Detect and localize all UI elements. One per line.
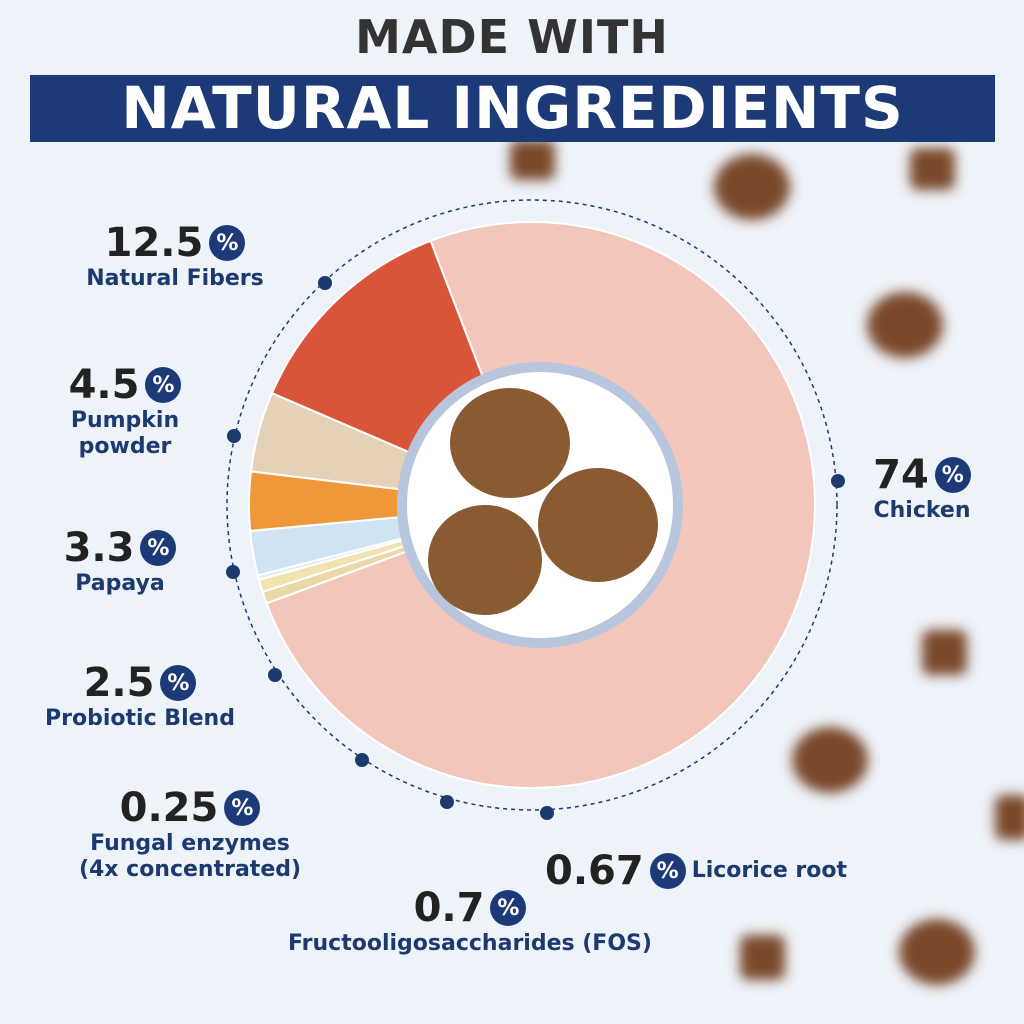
label: 12.5% Natural Fibers: [60, 220, 290, 292]
label: 74% Chicken: [852, 452, 992, 524]
leader-dot: [268, 668, 282, 682]
value-label: 0.7: [413, 885, 485, 931]
value-label: 2.5: [83, 660, 155, 706]
percent-badge: %: [209, 225, 246, 261]
category-label: Chicken: [873, 498, 971, 523]
category-label: Pumpkin powder: [70, 408, 180, 459]
value-row: 2.5%: [84, 660, 197, 706]
value-row: 12.5%: [105, 220, 246, 266]
value-label: 3.3: [63, 525, 135, 571]
category-label: Fungal enzymes (4x concentrated): [78, 831, 302, 882]
value-row: 0.25%: [120, 785, 261, 831]
label: 4.5% Pumpkin powder: [50, 362, 200, 460]
percent-badge: %: [934, 457, 971, 493]
dashed-ring: [226, 199, 838, 811]
leader-dot: [831, 474, 845, 488]
value-row: 0.67% Licorice root: [545, 848, 847, 894]
leader-dot: [226, 565, 240, 579]
treats: [428, 388, 658, 615]
subtitle: NATURAL INGREDIENTS: [30, 75, 995, 142]
category-label: Probiotic Blend: [45, 706, 235, 731]
label: 3.3% Papaya: [40, 525, 200, 597]
percent-badge: %: [160, 665, 197, 701]
value-label: 4.5: [68, 362, 140, 408]
background-treats: [510, 140, 1024, 985]
leader-dot: [227, 429, 241, 443]
value-label: 12.5: [104, 220, 204, 266]
category-label: Licorice root: [691, 858, 848, 883]
value-label: 0.67: [545, 848, 644, 894]
label: 0.7% Fructooligosaccharides (FOS): [240, 885, 700, 957]
percent-badge: %: [224, 790, 261, 826]
label: 2.5% Probiotic Blend: [20, 660, 260, 732]
category-label: Natural Fibers: [86, 266, 264, 291]
leader-dot: [440, 795, 454, 809]
label: 0.67% Licorice root: [545, 848, 885, 894]
value-row: 0.7%: [414, 885, 527, 931]
value-row: 3.3%: [64, 525, 177, 571]
leader-dot: [355, 753, 369, 767]
value-row: 4.5%: [69, 362, 182, 408]
label: 0.25% Fungal enzymes (4x concentrated): [55, 785, 325, 883]
title: MADE WITH: [355, 10, 669, 64]
percent-badge: %: [490, 890, 527, 926]
value-label: 0.25: [119, 785, 219, 831]
leader-dot: [318, 276, 332, 290]
value-label: 74: [873, 452, 929, 498]
percent-badge: %: [649, 853, 686, 889]
value-row: 74%: [873, 452, 971, 498]
category-label: Papaya: [75, 571, 165, 596]
leader-dot: [540, 806, 554, 820]
percent-badge: %: [140, 530, 177, 566]
percent-badge: %: [145, 367, 182, 403]
category-label: Fructooligosaccharides (FOS): [288, 931, 652, 956]
